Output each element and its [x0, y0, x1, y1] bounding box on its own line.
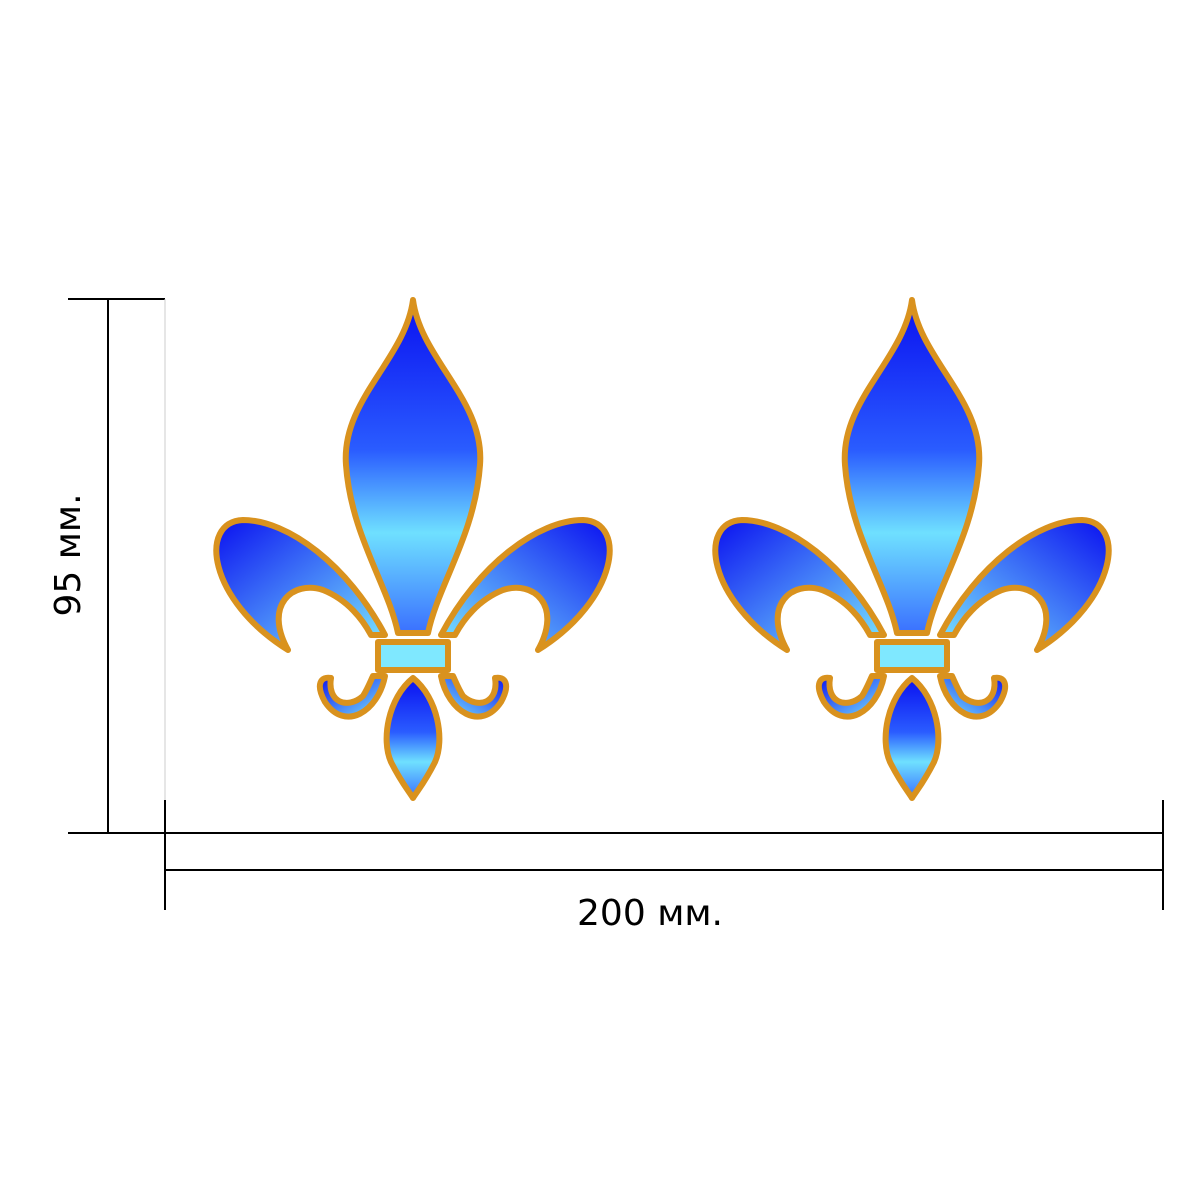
- fleur-de-lis-right: [715, 300, 1108, 798]
- dimension-lines: [68, 298, 1164, 910]
- fleur-de-lis-left: [216, 300, 609, 798]
- height-label: 95 мм.: [48, 493, 89, 616]
- width-label: 200 мм.: [577, 893, 723, 934]
